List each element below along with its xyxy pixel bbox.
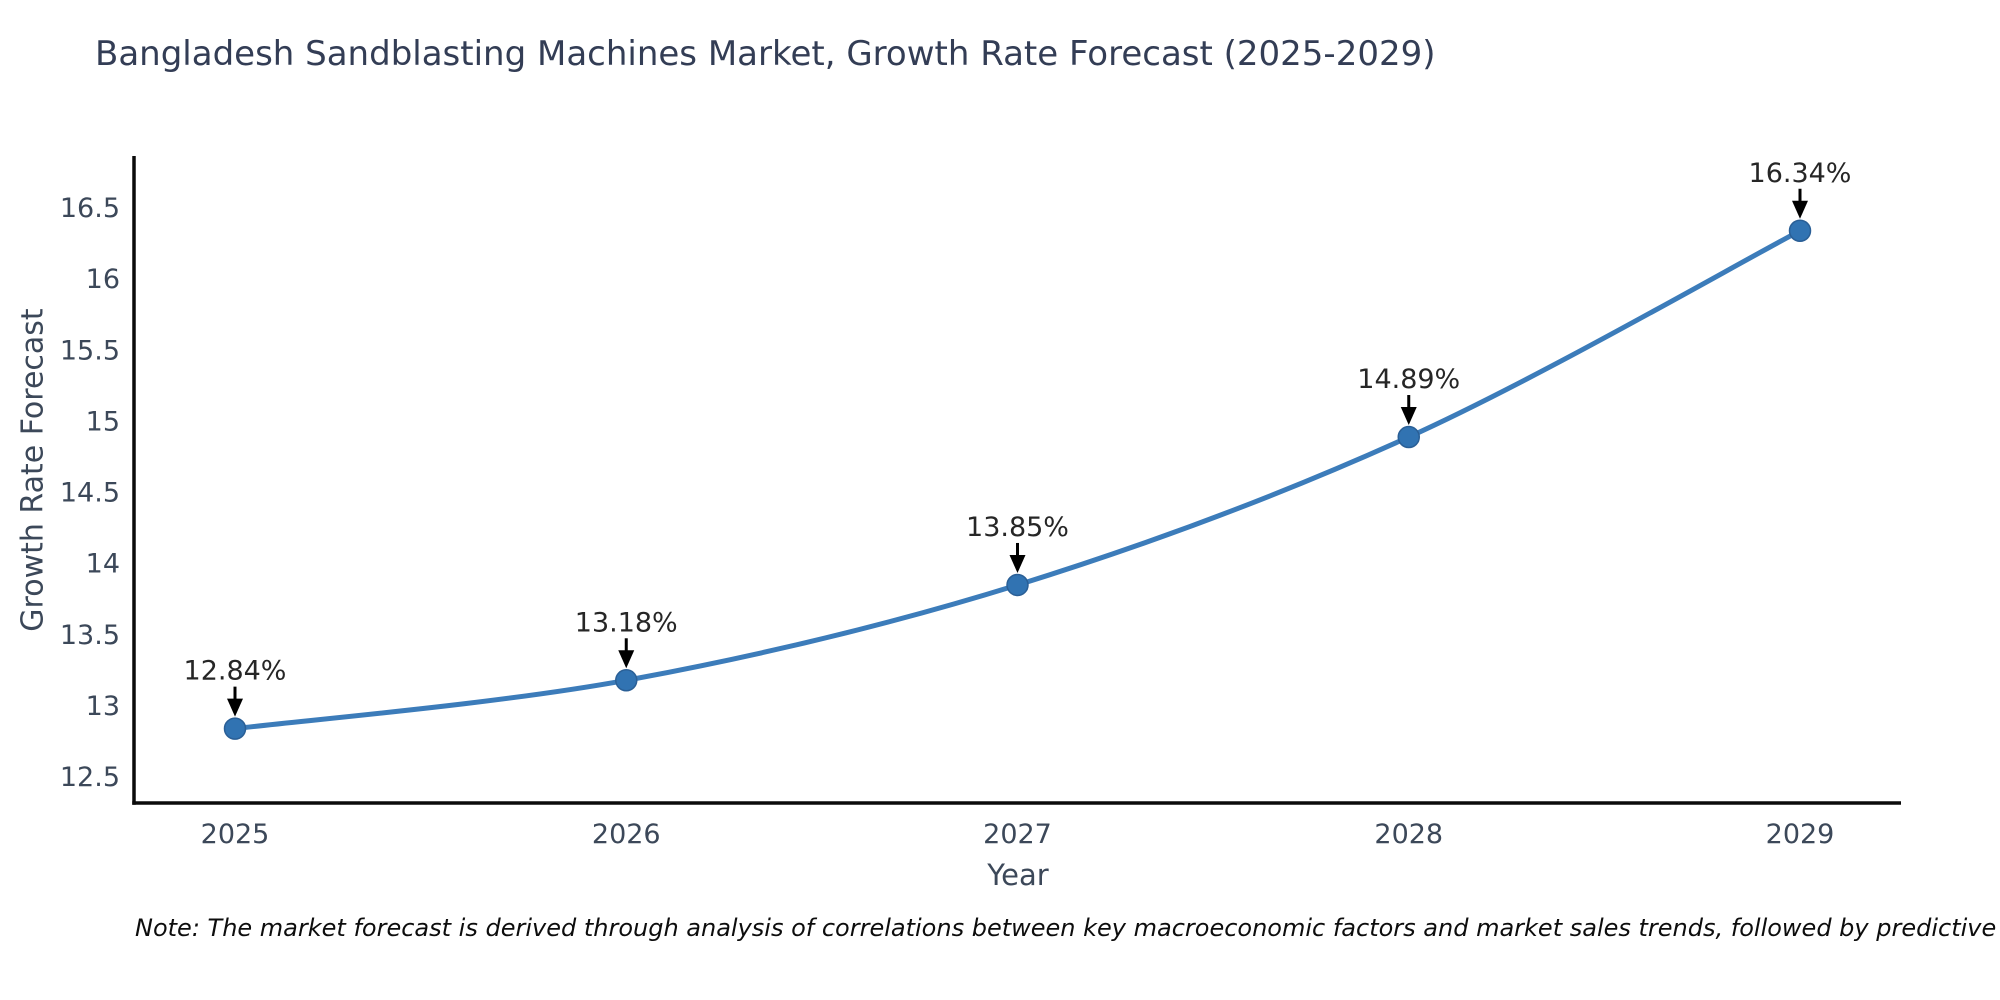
- annotation-arrowhead-icon: [227, 698, 243, 717]
- annotation-arrowhead-icon: [1400, 407, 1417, 426]
- y-tick-label: 14: [86, 549, 120, 580]
- point-annotation: 13.85%: [966, 512, 1069, 543]
- data-point-marker: [1788, 219, 1812, 243]
- y-tick-label: 16: [86, 264, 120, 295]
- y-tick-label: 15: [86, 406, 120, 437]
- y-tick-label: 16.5: [60, 193, 120, 224]
- point-annotation: 12.84%: [184, 656, 287, 687]
- data-point-marker: [1006, 573, 1029, 597]
- y-tick-label: 15.5: [60, 335, 120, 366]
- data-point-marker: [615, 669, 638, 692]
- y-tick-label: 14.5: [60, 478, 120, 509]
- annotation-arrowhead-icon: [1792, 200, 1808, 219]
- x-tick-label: 2028: [1374, 819, 1443, 850]
- data-point-marker: [223, 717, 247, 740]
- y-tick-label: 13.5: [60, 620, 120, 651]
- chart-title: Bangladesh Sandblasting Machines Market,…: [95, 34, 1436, 74]
- y-tick-label: 12.5: [60, 762, 120, 793]
- x-tick-label: 2026: [592, 819, 661, 850]
- y-tick-label: 13: [86, 691, 120, 722]
- annotation-arrowhead-icon: [1009, 554, 1026, 573]
- x-tick-label: 2025: [201, 819, 270, 850]
- footnote: Note: The market forecast is derived thr…: [135, 914, 2000, 942]
- annotation-arrowhead-icon: [618, 650, 635, 669]
- forecast-line: [232, 228, 1803, 732]
- x-tick-label: 2027: [983, 819, 1052, 850]
- point-annotation: 16.34%: [1749, 158, 1852, 189]
- x-axis-title: Year: [987, 858, 1049, 892]
- point-annotation: 13.18%: [575, 607, 678, 638]
- data-point-marker: [1397, 425, 1420, 449]
- x-tick-label: 2029: [1766, 819, 1835, 850]
- point-annotation: 14.89%: [1357, 364, 1460, 395]
